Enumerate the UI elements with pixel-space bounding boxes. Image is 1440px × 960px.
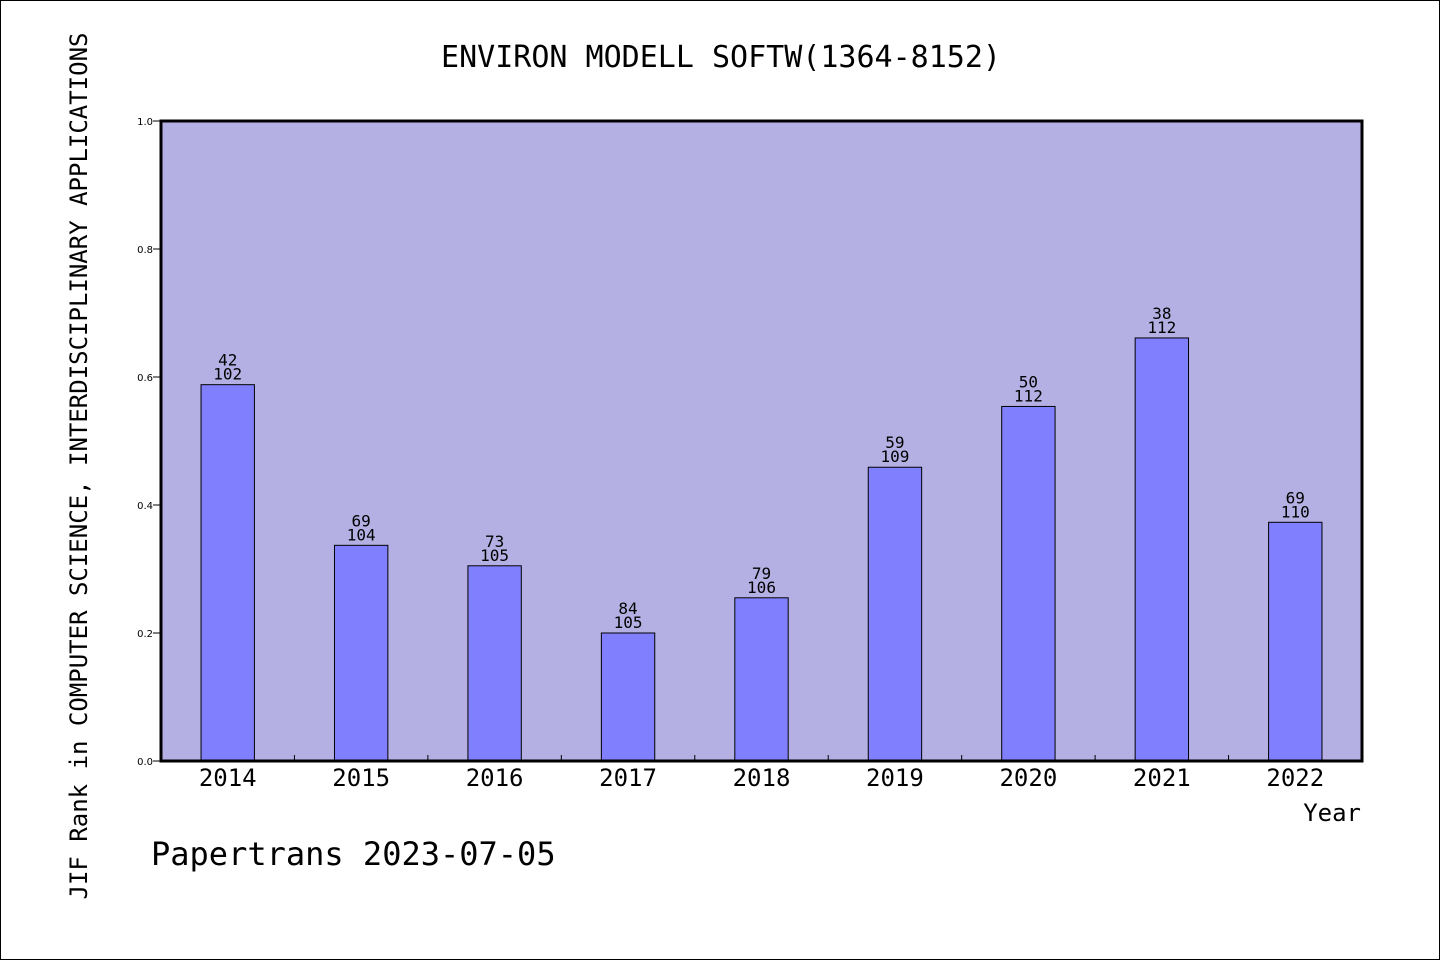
watermark: Papertrans 2023-07-05 [151, 835, 556, 873]
y-axis-ticks: 0.0 0.2 0.4 0.6 0.8 1.0 [137, 117, 161, 768]
x-tick-label: 2022 [1266, 764, 1324, 792]
y-axis-label: JIF Rank in COMPUTER SCIENCE, INTERDISCI… [65, 33, 93, 900]
x-tick-label: 2017 [599, 764, 657, 792]
bar-total-label: 105 [614, 613, 643, 632]
y-tick-label: 0.0 [137, 757, 153, 768]
bar-rank-label: 69 [352, 511, 371, 530]
y-tick-label: 0.8 [137, 245, 153, 256]
y-tick-label: 0.6 [137, 373, 153, 384]
y-tick-label: 0.2 [137, 629, 153, 640]
bar-2014 [200, 384, 255, 762]
bar-rank-label: 59 [885, 433, 904, 452]
x-tick-label: 2014 [199, 764, 257, 792]
bar-2019 [867, 466, 923, 762]
x-tick-labels-group: 2014 2015 2016 2017 2018 2019 2020 2021 2022 [199, 764, 1324, 792]
bar-total-label: 109 [880, 447, 909, 466]
bar-rank-label: 69 [1286, 488, 1305, 507]
bar-rank-label: 38 [1152, 304, 1171, 323]
bar-total-label: 112 [1014, 386, 1043, 405]
bar-total-label: 106 [747, 578, 776, 597]
x-axis-label: Year [1303, 799, 1361, 827]
bar-rank-label: 73 [485, 532, 504, 551]
x-tick-label: 2018 [733, 764, 791, 792]
bar-2020 [1001, 405, 1056, 762]
bar-2022 [1268, 521, 1323, 762]
bar-2015 [333, 544, 389, 762]
bar-2021 [1134, 337, 1190, 762]
x-tick-label: 2016 [466, 764, 524, 792]
bar-rank-label: 50 [1019, 372, 1038, 391]
bar-total-label: 104 [347, 525, 376, 544]
bars-group [200, 337, 1323, 762]
chart-title: ENVIRON MODELL SOFTW(1364-8152) [441, 40, 1001, 75]
x-tick-label: 2019 [866, 764, 924, 792]
bar-total-label: 102 [213, 365, 242, 384]
bar-total-label: 112 [1147, 318, 1176, 337]
y-tick-label: 0.4 [137, 501, 153, 512]
bar-total-label: 110 [1281, 502, 1310, 521]
bar-total-label: 105 [480, 546, 509, 565]
bar-rank-label: 84 [618, 599, 637, 618]
bar-2017 [600, 632, 656, 762]
x-tick-label: 2015 [332, 764, 390, 792]
x-tick-label: 2020 [999, 764, 1057, 792]
x-tick-label: 2021 [1133, 764, 1191, 792]
plot-border [159, 119, 1364, 763]
bar-rank-label: 79 [752, 564, 771, 583]
bar-2018 [734, 597, 789, 762]
bar-rank-label: 42 [218, 351, 237, 370]
y-tick-label: 1.0 [137, 117, 153, 128]
bar-2016 [467, 565, 522, 762]
